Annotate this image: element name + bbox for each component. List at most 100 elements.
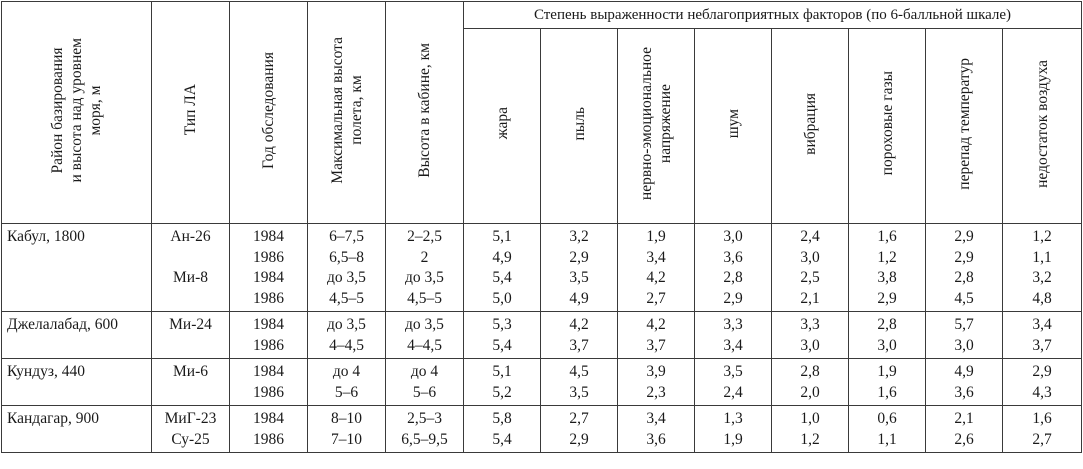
cell-noise: 3,5 2,4 [694,358,772,406]
cell-dust-value: 4,2 [569,316,589,333]
header-factor-air-lack-text: недостаток воздуха [1033,60,1052,188]
header-line: перепад температур [955,57,973,190]
cell-dust-value: 2,9 [569,248,589,266]
cell-cabin-altitude: до 4 5–6 [385,358,464,406]
header-aircraft-type: Тип ЛА [151,1,230,224]
cell-stress-value: 2,3 [646,383,666,401]
cell-year-value: 1986 [253,248,284,266]
cell-temp-drop-value: 3,6 [954,383,974,401]
cell-air-lack-value: 1,1 [1032,248,1052,266]
cell-vibration-value: 2,5 [800,269,820,286]
header-cabin-altitude: Высота в кабине, км [385,1,464,224]
cell-heat-value: 5,8 [492,410,512,427]
cell-year-value: 1986 [253,383,284,401]
header-factor-vibration: вибрация [771,28,849,224]
cell-max-altitude: 8–10 7–10 [307,405,386,453]
header-factor-heat-text: жара [493,107,512,139]
cell-vibration-value: 2,8 [800,363,820,380]
cell-max-altitude-value: 6–7,5 [329,228,364,245]
cell-max-altitude-value: до 3,5 [327,316,366,333]
cell-district: Кандагар, 900 [1,405,152,453]
cell-aircraft-value: Ан-26 [170,228,211,245]
cell-gases-value: 1,6 [877,383,897,401]
cell-noise-value: 3,0 [723,228,743,245]
cell-noise: 3,3 3,4 [694,311,772,359]
cell-dust-value: 2,7 [569,410,589,427]
cell-gases: 1,9 1,6 [848,358,926,406]
cell-temp-drop-value: 2,8 [954,269,974,286]
cell-gases-value: 3,8 [877,269,897,286]
cell-dust-value: 3,5 [569,269,589,286]
cell-year: 1984 1986 [229,405,308,453]
header-factor-gases: пороховые газы [848,28,926,224]
cell-temp-drop-value: 5,7 [954,316,974,333]
cell-dust: 4,2 3,7 [540,311,618,359]
header-factors-group: Степень выраженности неблагоприятных фак… [463,1,1082,29]
cell-max-altitude-value: 5–6 [334,383,359,401]
cell-heat-value: 5,0 [492,289,512,307]
cell-vibration-value: 1,2 [800,430,820,448]
cell-dust-value: 3,2 [569,228,589,245]
factors-table: Район базирования и высота над уровнем мор… [1,1,1082,453]
header-line: Год обследования [260,51,277,169]
cell-max-altitude-value: до 4 [332,363,361,380]
header-factor-dust: пыль [540,28,618,224]
table-row: Кандагар, 900 МиГ-23 Су-25 1984 1986 8–10 7–10… [1,405,1082,453]
header-factor-stress: нервно-эмоциональное напряжение [617,28,695,224]
cell-air-lack-value: 3,4 [1032,316,1052,333]
cell-max-altitude-value: 4–4,5 [329,336,364,354]
header-line: вибрация [801,92,819,155]
cell-temp-drop-value: 3,0 [954,336,974,354]
cell-temp-drop-value: 2,9 [954,248,974,266]
cell-noise-value: 1,9 [723,430,743,448]
cell-max-altitude-value: 7–10 [331,430,362,448]
cell-air-lack-value: 2,7 [1032,430,1052,448]
cell-gases-value: 2,8 [877,316,897,333]
cell-vibration-value: 1,0 [800,410,820,427]
header-cabin-altitude-text: Высота в кабине, км [415,43,434,178]
cell-stress-value: 3,9 [646,363,666,380]
cell-air-lack-value: 1,6 [1032,410,1052,427]
cell-air-lack-value: 3,7 [1032,336,1052,354]
header-line: нервно-эмоциональное [638,46,655,201]
cell-temp-drop: 4,9 3,6 [925,358,1003,406]
cell-heat: 5,1 4,9 5,4 5,0 [463,223,541,312]
header-line: недостаток воздуха [1033,59,1051,188]
cell-vibration-value: 3,3 [800,316,820,333]
cell-dust: 3,2 2,9 3,5 4,9 [540,223,618,312]
header-line: и высота над уровнем [68,37,85,183]
cell-max-altitude: до 3,5 4–4,5 [307,311,386,359]
table-row: Кундуз, 440 Ми-6 1984 1986 до 4 5–6 до 4 5–6 5,… [1,358,1082,406]
cell-aircraft-value: МиГ-23 [164,410,217,427]
cell-stress: 3,9 2,3 [617,358,695,406]
cell-dust-value: 2,9 [569,430,589,448]
cell-cabin-altitude-value: 4–4,5 [407,336,442,354]
cell-noise-value: 3,4 [723,336,743,354]
cell-heat-value: 4,9 [492,248,512,266]
cell-cabin-altitude-value: 2–2,5 [407,228,442,245]
cell-max-altitude: до 4 5–6 [307,358,386,406]
cell-cabin-altitude: 2,5–3 6,5–9,5 [385,405,464,453]
cell-aircraft-value: Ми-24 [169,316,212,333]
cell-cabin-altitude-value: 6,5–9,5 [401,430,448,448]
cell-year: 1984 1986 1984 1986 [229,223,308,312]
cell-max-altitude-value: 6,5–8 [329,248,364,266]
cell-noise: 3,0 3,6 2,8 2,9 [694,223,772,312]
cell-aircraft: Ми-24 [151,311,230,359]
cell-year: 1984 1986 [229,358,308,406]
cell-gases-value: 0,6 [877,410,897,427]
cell-temp-drop: 2,9 2,9 2,8 4,5 [925,223,1003,312]
cell-year-value: 1984 [253,363,284,380]
cell-gases-value: 2,9 [877,289,897,307]
cell-vibration-value: 3,0 [800,248,820,266]
cell-gases: 0,6 1,1 [848,405,926,453]
cell-cabin-altitude-value: 2,5–3 [407,410,442,427]
cell-vibration-value: 3,0 [800,336,820,354]
cell-aircraft-value: Ми-6 [173,363,208,380]
cell-heat: 5,8 5,4 [463,405,541,453]
header-factor-heat: жара [463,28,541,224]
cell-heat-value: 5,4 [492,430,512,448]
header-line: Район базирования [49,46,66,174]
header-line: напряжение [657,84,674,163]
cell-stress: 4,2 3,7 [617,311,695,359]
